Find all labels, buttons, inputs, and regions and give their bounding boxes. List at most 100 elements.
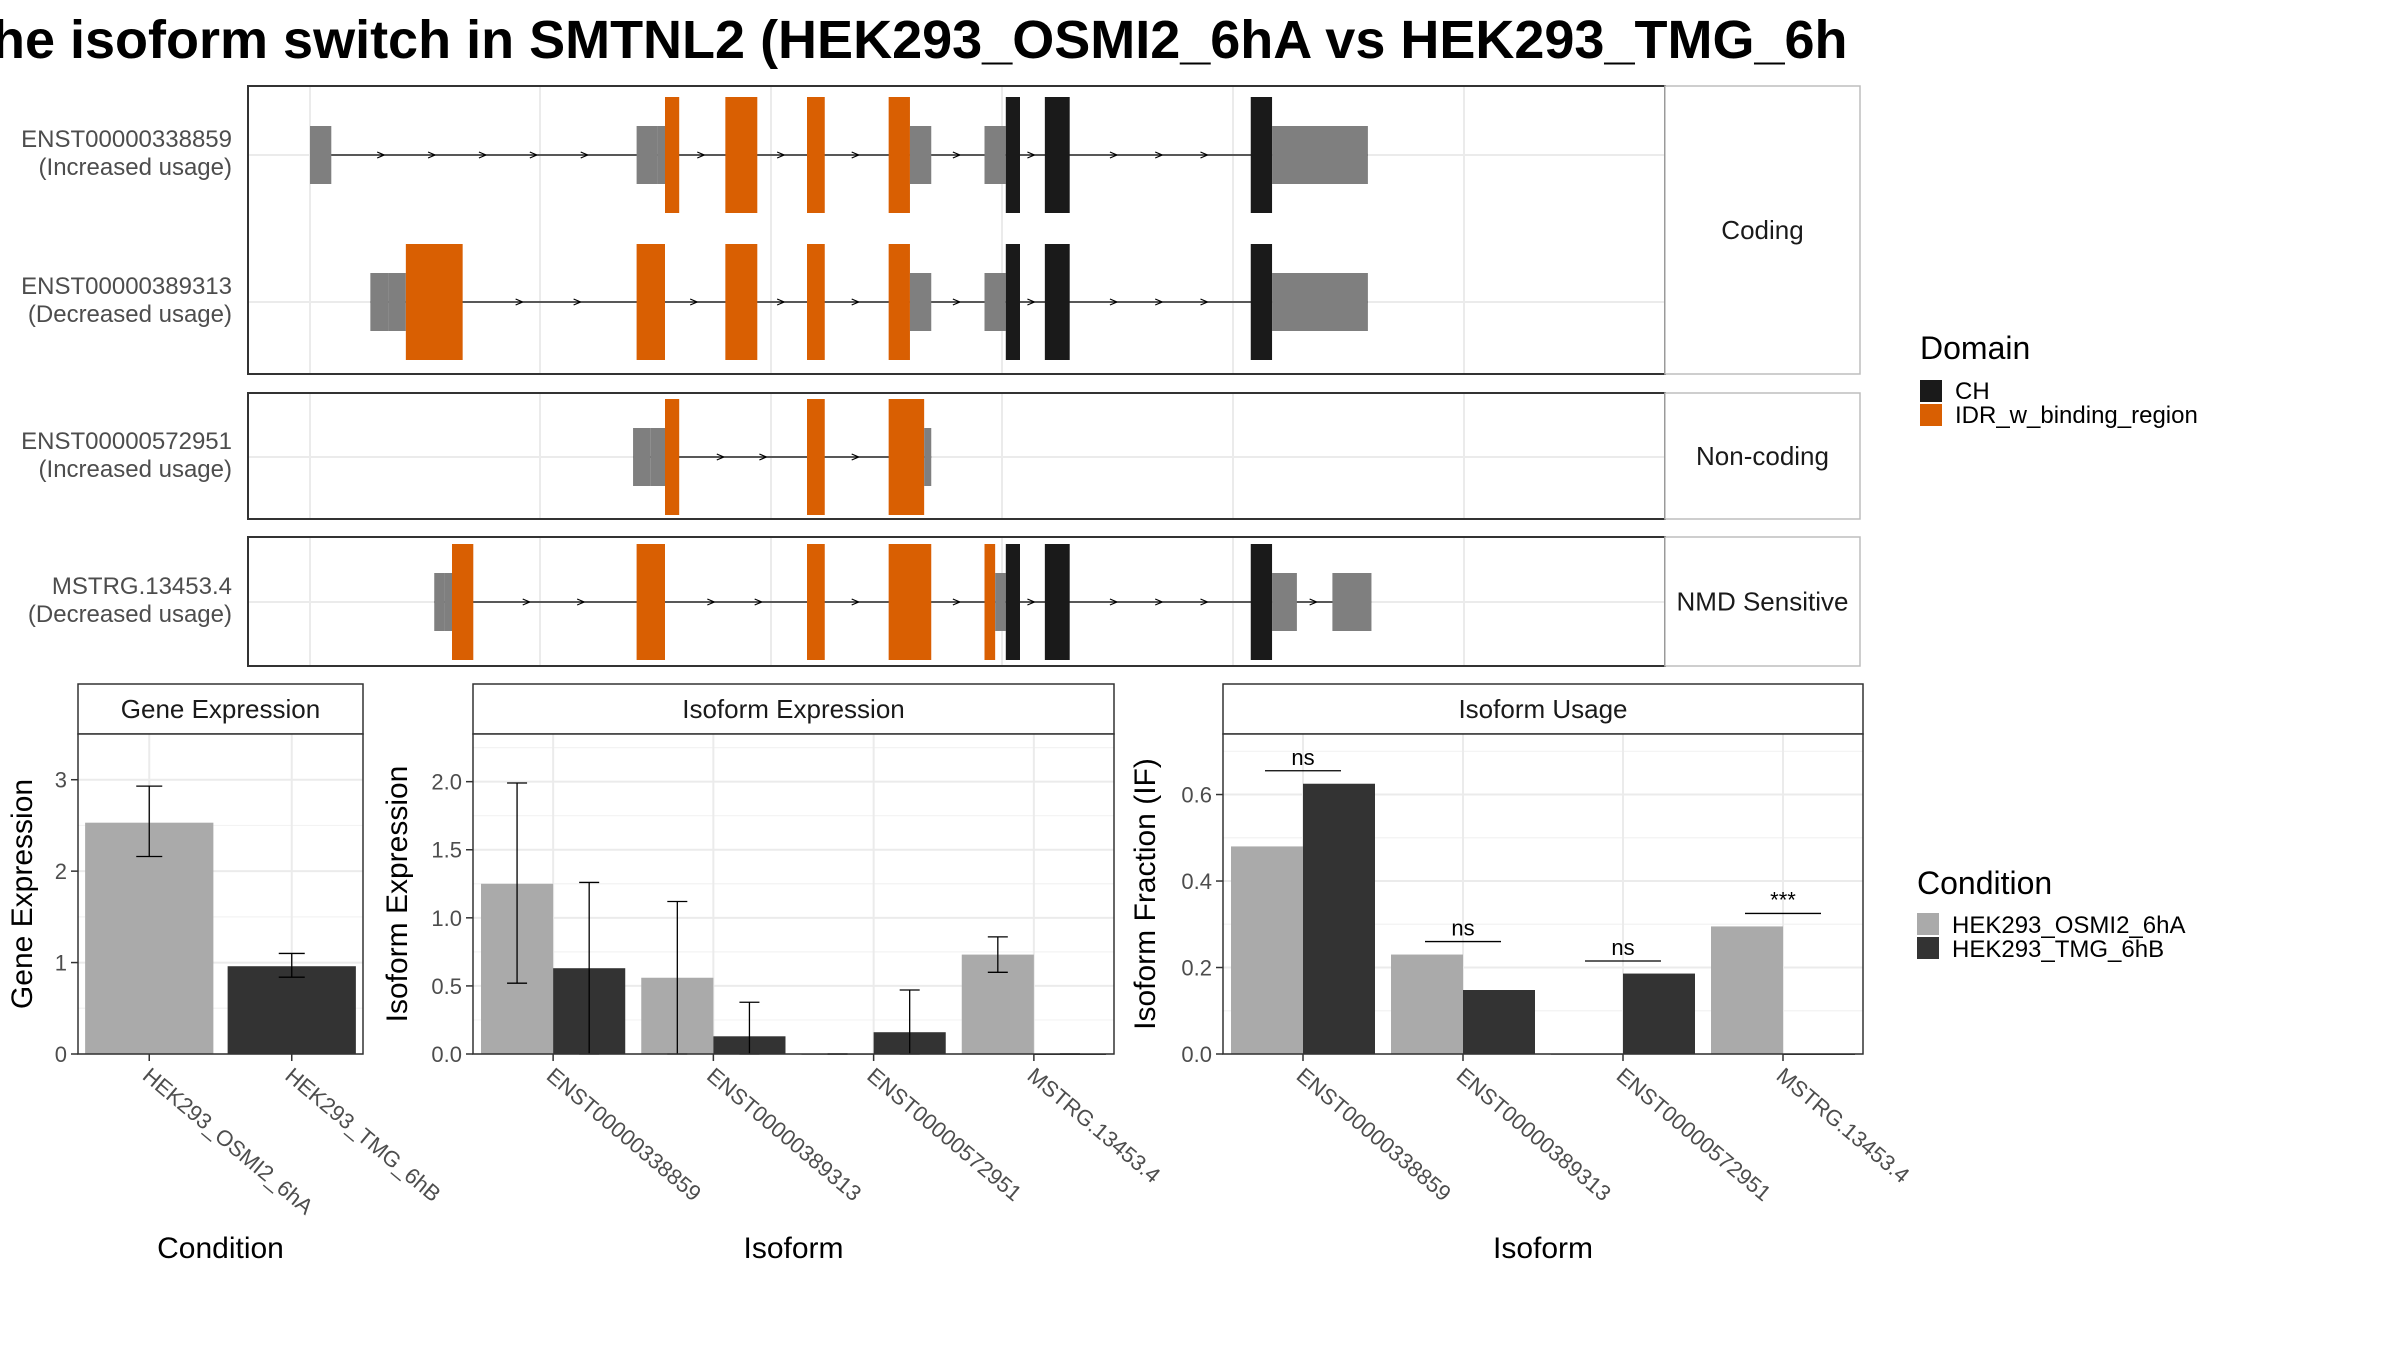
transcript-ENST00000572951: ENST00000572951(Increased usage) <box>21 399 932 515</box>
x-tick-label: MSTRG.13453.4 <box>1772 1063 1915 1188</box>
idr-exon <box>636 544 665 660</box>
x-tick-label: ENST00000572951 <box>862 1063 1026 1206</box>
facet-0: Coding <box>247 85 1861 375</box>
legend-item-label: IDR_w_binding_region <box>1955 402 2198 429</box>
intron-arrow <box>1154 298 1164 306</box>
intron-arrow <box>851 598 861 606</box>
significance-label: *** <box>1770 887 1796 912</box>
utr-exon <box>1272 273 1368 331</box>
intron-arrow <box>478 151 488 159</box>
significance-label: ns <box>1291 745 1314 770</box>
x-axis-title: Isoform <box>1493 1232 1593 1265</box>
utr-exon <box>370 273 389 331</box>
facet-strip-label: Non-coding <box>1696 441 1829 471</box>
chart-title-strip <box>1222 683 1864 735</box>
intron-arrow <box>776 298 786 306</box>
idr-exon <box>888 544 932 660</box>
y-tick-label: 0.2 <box>1181 956 1212 981</box>
idr-exon <box>725 97 758 213</box>
idr-exon <box>807 544 825 660</box>
ch-exon <box>1044 244 1070 360</box>
legend-swatch <box>1920 404 1942 426</box>
idr-exon <box>984 544 996 660</box>
ch-exon <box>1250 97 1273 213</box>
x-tick-label: ENST00000389313 <box>702 1063 866 1206</box>
y-tick-label: 0.0 <box>431 1042 462 1067</box>
y-tick-label: 1.5 <box>431 838 462 863</box>
bar <box>1623 973 1695 1054</box>
facet-strip <box>1664 392 1861 520</box>
intron-arrow <box>522 598 532 606</box>
idr-exon <box>807 399 825 515</box>
x-tick-label: ENST00000389313 <box>1452 1063 1616 1206</box>
transcript-usage-label: (Decreased usage) <box>28 601 232 628</box>
chart-title-strip <box>77 683 364 735</box>
ch-exon <box>1250 544 1273 660</box>
y-tick-label: 0.5 <box>431 974 462 999</box>
ch-exon <box>1005 544 1020 660</box>
transcript-id-label: ENST00000572951 <box>21 428 232 455</box>
isoform-usage-chart: Isoform Usage ns ns ns *** 0.0 0.2 0.4 0.6 ENST00… <box>1129 683 1915 1265</box>
idr-exon <box>725 244 758 360</box>
y-axis-title: Gene Expression <box>6 779 39 1009</box>
intron-arrow <box>759 453 768 461</box>
ch-exon <box>1005 97 1020 213</box>
transcript-usage-label: (Increased usage) <box>39 154 232 181</box>
y-axis-title: Isoform Fraction (IF) <box>1129 758 1162 1030</box>
legend-item-label: CH <box>1955 378 1990 405</box>
y-tick-label: 1 <box>55 951 67 976</box>
chart-border <box>472 733 1115 1055</box>
chart-title: Isoform Expression <box>682 694 905 724</box>
utr-exon <box>909 126 932 184</box>
facet-strip-label: Coding <box>1721 215 1803 245</box>
utr-exon <box>310 126 332 184</box>
transcript-ENST00000389313: ENST00000389313(Decreased usage) <box>21 244 1368 360</box>
x-tick-label: ENST00000338859 <box>1292 1063 1456 1206</box>
legend-swatch <box>1920 380 1942 402</box>
intron-arrow <box>580 151 590 159</box>
chart-border <box>1222 733 1864 1055</box>
bar <box>227 966 356 1054</box>
legend-title: Domain <box>1920 330 2030 366</box>
y-tick-label: 0.0 <box>1181 1042 1212 1067</box>
y-tick-label: 2.0 <box>431 770 462 795</box>
legend-item-label: HEK293_OSMI2_6hA <box>1952 912 2185 939</box>
intron-arrow <box>707 598 716 606</box>
intron-arrow <box>427 151 437 159</box>
idr-exon <box>888 244 910 360</box>
transcript-id-label: MSTRG.13453.4 <box>52 573 232 600</box>
facet-plot-area <box>248 86 1665 374</box>
y-tick-label: 0.4 <box>1181 869 1212 894</box>
idr-exon <box>888 97 910 213</box>
y-tick-label: 2 <box>55 859 67 884</box>
x-tick-label: HEK293_TMG_6hB <box>281 1063 446 1207</box>
y-tick-label: 0.6 <box>1181 783 1212 808</box>
legend-swatch <box>1917 937 1939 959</box>
ch-exon <box>1250 244 1273 360</box>
intron-arrow <box>754 598 764 606</box>
intron-arrow <box>1200 298 1210 306</box>
y-tick-label: 0 <box>55 1042 67 1067</box>
idr-exon <box>807 244 825 360</box>
y-tick-label: 1.0 <box>431 906 462 931</box>
legend-swatch <box>1917 913 1939 935</box>
facet-strip-label: NMD Sensitive <box>1677 587 1849 617</box>
legend-title: Condition <box>1917 865 2052 901</box>
bar <box>1231 846 1303 1054</box>
x-tick-label: ENST00000572951 <box>1612 1063 1776 1206</box>
intron-arrow <box>851 298 861 306</box>
chart-title: Isoform Usage <box>1458 694 1627 724</box>
isoform-expression-chart: Isoform Expression 0.0 0.5 1.0 1.5 2.0 ENST000… <box>381 683 1165 1265</box>
facet-strip <box>1664 536 1861 667</box>
intron-arrow <box>851 453 861 461</box>
intron-arrow <box>1027 298 1036 306</box>
intron-arrow <box>1109 151 1119 159</box>
transcript-MSTRG.13453.4: MSTRG.13453.4(Decreased usage) <box>28 544 1372 660</box>
intron-arrow <box>1109 298 1119 306</box>
idr-exon <box>636 244 665 360</box>
utr-exon <box>650 428 665 486</box>
intron-arrow <box>573 298 583 306</box>
